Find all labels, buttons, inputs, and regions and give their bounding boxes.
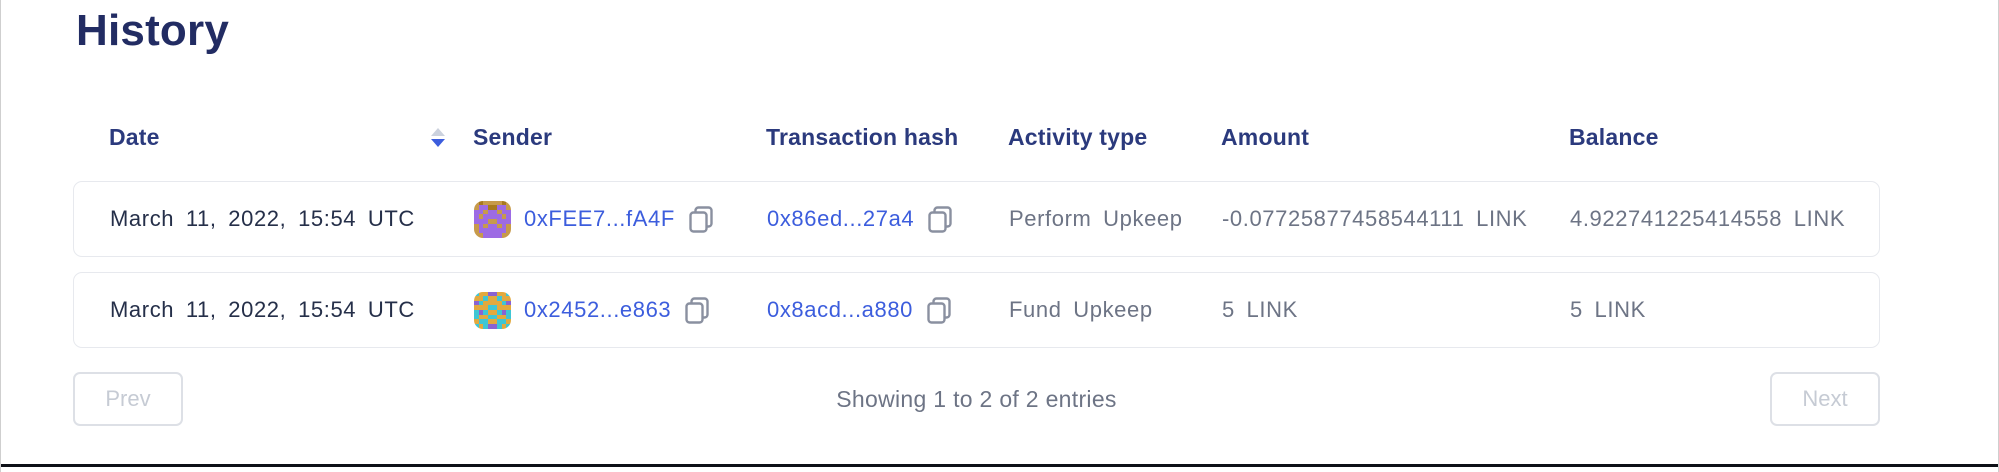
sender-identicon-avatar [474,291,511,329]
copy-icon[interactable] [685,296,709,324]
sender-cell: 0xFEE7...fA4F [474,200,767,238]
copy-icon[interactable] [927,296,951,324]
column-header-date[interactable]: Date [109,124,473,151]
sort-descending-icon [431,139,445,147]
table-row: March 11, 2022, 15:54 UTC 0xFEE7...fA4F … [73,181,1880,257]
transaction-hash-link[interactable]: 0x86ed...27a4 [767,206,915,231]
copy-icon[interactable] [928,205,952,233]
sort-ascending-icon [431,128,445,136]
date-cell: March 11, 2022, 15:54 UTC [110,206,415,231]
transaction-hash-link[interactable]: 0x8acd...a880 [767,297,914,322]
activity-type-cell: Perform Upkeep [1009,206,1183,231]
column-header-amount: Amount [1221,124,1310,150]
pagination-status: Showing 1 to 2 of 2 entries [836,385,1117,412]
bottom-divider [1,464,1998,467]
column-header-date-label: Date [109,124,160,150]
balance-cell: 5 LINK [1570,297,1646,322]
transaction-hash-cell: 0x8acd...a880 [767,296,1009,324]
amount-cell: 5 LINK [1222,297,1298,322]
sender-address-link[interactable]: 0x2452...e863 [524,297,672,322]
pagination-bar: Prev Showing 1 to 2 of 2 entries Next [73,372,1880,426]
column-header-sender: Sender [473,124,553,150]
column-header-activity-type: Activity type [1008,124,1148,150]
sender-identicon-avatar [474,200,511,238]
table-header-row: Date Sender Transaction hash Activity ty… [73,124,1880,151]
sender-address-link[interactable]: 0xFEE7...fA4F [524,206,675,231]
balance-cell: 4.922741225414558 LINK [1570,206,1846,231]
prev-page-button[interactable]: Prev [73,372,183,426]
page-title: History [76,6,229,55]
copy-icon[interactable] [689,205,713,233]
date-cell: March 11, 2022, 15:54 UTC [110,297,415,322]
table-row: March 11, 2022, 15:54 UTC 0x2452...e863 … [73,272,1880,348]
sender-cell: 0x2452...e863 [474,291,767,329]
column-header-transaction-hash: Transaction hash [766,124,959,150]
activity-type-cell: Fund Upkeep [1009,297,1153,322]
sort-carets-icon[interactable] [431,128,445,147]
amount-cell: -0.07725877458544111 LINK [1222,206,1528,231]
column-header-balance: Balance [1569,124,1659,150]
next-page-button[interactable]: Next [1769,372,1880,426]
transaction-hash-cell: 0x86ed...27a4 [767,205,1009,233]
